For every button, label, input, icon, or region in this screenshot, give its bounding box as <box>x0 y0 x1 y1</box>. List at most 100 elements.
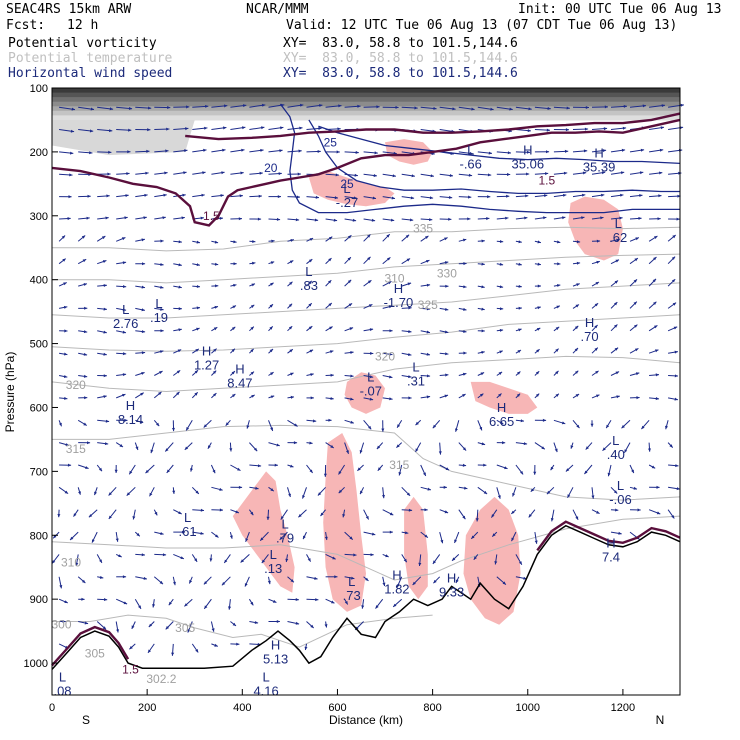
wind-arrowhead <box>184 603 188 607</box>
wind-arrowhead <box>620 171 625 175</box>
wind-arrowhead <box>131 625 135 629</box>
wind-arrowhead <box>125 194 129 198</box>
wind-arrowhead <box>619 216 623 220</box>
wind-arrowhead <box>408 396 412 400</box>
wind-arrowhead <box>121 237 126 241</box>
theta-label: 320 <box>66 378 86 392</box>
field-theta-xy: XY= 83.0, 58.8 to 101.5,144.6 <box>283 51 518 66</box>
wind-arrowhead <box>418 562 422 566</box>
wind-arrowhead <box>289 260 294 264</box>
wind-arrowhead <box>260 537 264 541</box>
wind-arrowhead <box>62 620 66 623</box>
wind-arrowhead <box>353 553 357 557</box>
extremum-marker: H <box>392 567 401 582</box>
wind-arrowhead <box>276 620 280 623</box>
wind-arrowhead <box>615 371 620 375</box>
wind-arrowhead <box>415 421 419 426</box>
wind-arrowhead <box>207 445 211 449</box>
wind-arrowhead <box>254 447 258 452</box>
pv-surface-contour <box>51 625 130 667</box>
wind-arrowhead <box>658 194 662 198</box>
wind-arrowhead <box>124 418 128 422</box>
wind-arrowhead <box>424 534 428 538</box>
extremum-marker: H <box>497 400 506 415</box>
wind-arrowhead <box>310 373 314 377</box>
wind-arrowhead <box>481 285 485 289</box>
wind-arrowhead <box>83 374 88 378</box>
extremum-value: -1.70 <box>384 295 414 310</box>
pink-region <box>404 496 428 600</box>
wind-arrowhead <box>181 530 186 534</box>
wind-arrowhead <box>160 239 164 243</box>
wind-arrowhead <box>224 559 228 563</box>
wind-arrowhead <box>618 531 622 535</box>
grey-band-layer <box>52 88 680 94</box>
wind-arrowhead <box>604 105 608 109</box>
wind-arrowhead <box>82 259 87 263</box>
wind-arrowhead <box>353 196 357 200</box>
wind-arrowhead <box>124 216 128 220</box>
wind-arrowhead <box>203 424 207 428</box>
wind-arrowhead <box>445 467 450 471</box>
wind-arrowhead <box>365 577 369 581</box>
wind-arrowhead <box>426 260 430 263</box>
wind-arrowhead <box>62 258 66 262</box>
field-wind-name: Horizontal wind speed <box>8 66 173 81</box>
wind-arrowhead <box>103 352 107 356</box>
wind-arrowhead <box>601 171 606 175</box>
wind-arrowhead <box>449 174 453 177</box>
wind-arrowhead <box>127 150 131 154</box>
wind-arrowhead <box>594 325 598 329</box>
wind-arrowhead <box>616 238 620 242</box>
wind-arrowhead <box>411 174 415 178</box>
wind-arrowhead <box>382 582 386 586</box>
wind-arrowhead <box>374 151 378 155</box>
wind-arrowhead <box>314 218 319 222</box>
wind-arrowhead <box>250 304 255 308</box>
wind-arrowhead <box>215 534 219 538</box>
wind-arrowhead <box>122 575 127 579</box>
wind-arrowhead <box>52 560 56 564</box>
wind-arrowhead <box>196 327 200 331</box>
extremum-value: 5.13 <box>263 652 288 667</box>
wind-arrowhead <box>158 391 162 396</box>
wind-arrowhead <box>350 374 354 378</box>
wind-arrowhead <box>660 126 664 130</box>
wind-arrowhead <box>241 148 245 152</box>
wind-arrowhead <box>536 349 540 353</box>
wind-arrowhead <box>368 304 373 308</box>
wind-arrowhead <box>141 238 145 242</box>
wind-arrowhead <box>367 234 371 238</box>
wind-arrowhead <box>244 583 248 587</box>
wind-arrowhead <box>309 441 313 445</box>
wind-arrowhead <box>481 329 485 333</box>
wind-arrowhead <box>178 263 182 267</box>
theta-contour <box>51 314 681 352</box>
wind-arrowhead <box>139 420 144 424</box>
wind-arrowhead <box>534 540 538 544</box>
wind-arrowhead <box>463 285 467 289</box>
x-tick-label: 600 <box>328 702 346 714</box>
wind-arrowhead <box>165 448 169 452</box>
wind-arrowhead <box>338 489 342 494</box>
wind-arrowhead <box>122 373 127 377</box>
wind-arrowhead <box>672 302 677 306</box>
wind-arrowhead <box>277 195 281 199</box>
wind-arrowhead <box>490 107 494 111</box>
wind-arrowhead <box>393 603 397 607</box>
wind-arrowhead <box>516 393 521 397</box>
wind-arrowhead <box>266 516 270 520</box>
wind-arrowhead <box>123 285 127 288</box>
pv-label: 1.5 <box>122 662 139 676</box>
wind-arrowhead <box>183 171 187 175</box>
wind-arrowhead <box>464 486 468 490</box>
wind-arrowhead <box>653 301 657 305</box>
wind-arrowhead <box>575 304 579 308</box>
wind-arrowhead <box>236 642 240 646</box>
wind-arrowhead <box>633 486 637 490</box>
wind-arrowhead <box>103 307 107 311</box>
wind-arrowhead <box>498 371 503 375</box>
extremum-value: .83 <box>300 278 318 293</box>
wind-arrowhead <box>87 441 91 445</box>
wind-arrowhead <box>348 303 353 307</box>
